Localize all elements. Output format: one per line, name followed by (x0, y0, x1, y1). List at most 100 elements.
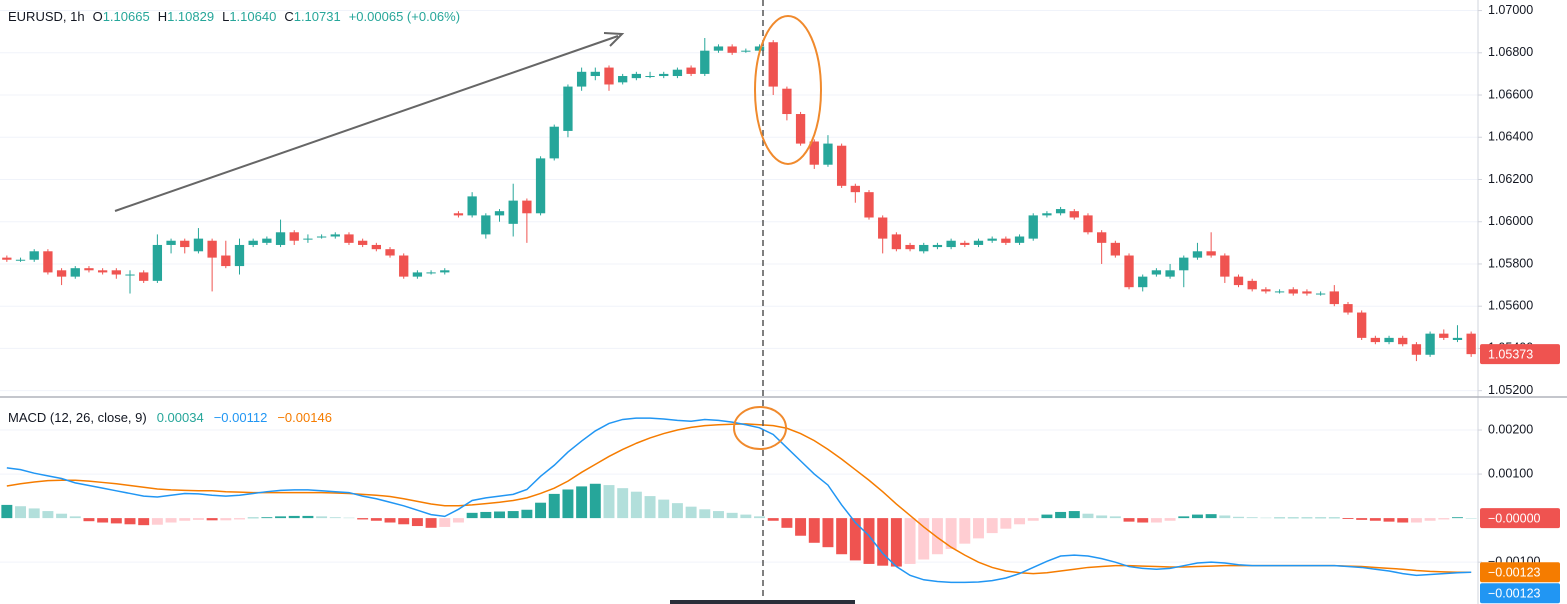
price-tag-label: 1.05373 (1488, 347, 1533, 361)
candle-body (836, 145, 847, 186)
histogram-bar (206, 518, 218, 521)
candle-body (508, 200, 518, 224)
histogram-bar (535, 502, 547, 519)
histogram-bar (275, 516, 287, 519)
candle-body (1411, 344, 1422, 355)
candle-body (618, 76, 628, 83)
histogram-bar (877, 518, 889, 566)
candle-body (1028, 215, 1038, 239)
histogram-bar (83, 518, 95, 522)
candle-body (713, 46, 724, 51)
histogram-bar (439, 518, 451, 527)
price-tag-label: −0.00123 (1488, 587, 1541, 601)
histogram-bar (781, 518, 793, 528)
macd-title: MACD (12, 26, close, 9) (8, 410, 147, 425)
histogram-bar (494, 511, 505, 519)
candle-body (2, 257, 12, 260)
candle-body (631, 73, 642, 79)
y-tick-label: 1.06200 (1488, 172, 1533, 186)
candle-body (248, 240, 258, 245)
candle-body (56, 270, 67, 277)
price-tag-label: −0.00123 (1488, 566, 1541, 580)
candle-body (686, 67, 696, 74)
plot-layer (1, 38, 1477, 584)
histogram-bar (1246, 517, 1258, 519)
histogram-bar (945, 518, 957, 549)
histogram-bar (904, 518, 916, 564)
candle-body (1014, 236, 1025, 243)
candle-body (645, 76, 655, 78)
candle-body (563, 86, 573, 131)
price-header: EURUSD, 1h O1.10665 H1.10829 L1.10640 C1.107… (8, 9, 460, 24)
candle-body (1110, 242, 1120, 256)
candle-body (344, 234, 354, 243)
histogram-bar (480, 511, 492, 519)
histogram-bar (1164, 518, 1176, 521)
price-tag (1480, 562, 1560, 583)
candle-body (111, 270, 121, 275)
histogram-bar (1315, 517, 1327, 519)
candle-body (1261, 289, 1271, 292)
y-tick-label: 1.06000 (1488, 214, 1533, 228)
candle-body (795, 114, 806, 144)
histogram-bar (138, 518, 150, 526)
histogram-bar (712, 511, 724, 519)
histogram-bar (740, 514, 752, 519)
histogram-bar (452, 518, 464, 523)
histogram-bar (548, 493, 560, 519)
candle-body (1124, 255, 1134, 288)
histogram-bar (1205, 514, 1217, 519)
candle-body (535, 158, 546, 214)
candle-body (672, 69, 683, 77)
candle-body (549, 126, 559, 159)
candle-body (440, 270, 450, 273)
histogram-bar (220, 518, 232, 521)
y-tick-label: 1.05600 (1488, 298, 1533, 312)
histogram-bar (1, 504, 13, 519)
histogram-bar (411, 518, 423, 527)
histogram-bar (165, 518, 177, 523)
candle-body (932, 244, 943, 248)
histogram-bar (1219, 515, 1231, 519)
histogram-bar (1465, 518, 1477, 519)
crossover-circle (733, 406, 787, 450)
candle-body (467, 196, 477, 216)
candle-body (1370, 337, 1381, 343)
candle-body (727, 46, 737, 53)
histogram-bar (726, 512, 738, 519)
histogram-bar (1397, 518, 1409, 523)
candle-body (1151, 270, 1162, 275)
candle-body (358, 240, 368, 245)
histogram-bar (1137, 518, 1149, 523)
histogram-bar (247, 517, 259, 519)
histogram-bar (644, 496, 656, 519)
histogram-bar (1274, 517, 1286, 519)
candle-body (1357, 312, 1367, 338)
candle-body (1138, 276, 1148, 288)
histogram-bar (1287, 517, 1299, 519)
candle-body (1055, 209, 1066, 214)
histogram-bar (521, 509, 533, 519)
candle-body (166, 240, 176, 245)
candle-body (754, 46, 765, 51)
histogram-bar (42, 511, 54, 519)
candle-body (453, 213, 464, 216)
candle-body (960, 242, 970, 245)
candle-body (180, 240, 190, 248)
histogram-bar (630, 491, 642, 519)
histogram-bar (1068, 511, 1080, 519)
histogram-bar (28, 508, 40, 519)
price-tag (1480, 508, 1560, 529)
histogram-bar (658, 499, 670, 519)
candle-body (1247, 280, 1257, 290)
legend-value: −0.00112 (214, 410, 268, 425)
histogram-bar (849, 518, 861, 561)
candle-body (1192, 251, 1203, 258)
grid-layer: 1.07000 1.06800 1.06600 1.06400 1.06200 1.060… (0, 3, 1541, 568)
change: +0.00065 (+0.06%) (349, 9, 460, 24)
candle-body (207, 240, 217, 258)
candle-body (973, 240, 984, 245)
candle-body (221, 255, 231, 267)
y-tick-label: 1.07000 (1488, 3, 1533, 17)
